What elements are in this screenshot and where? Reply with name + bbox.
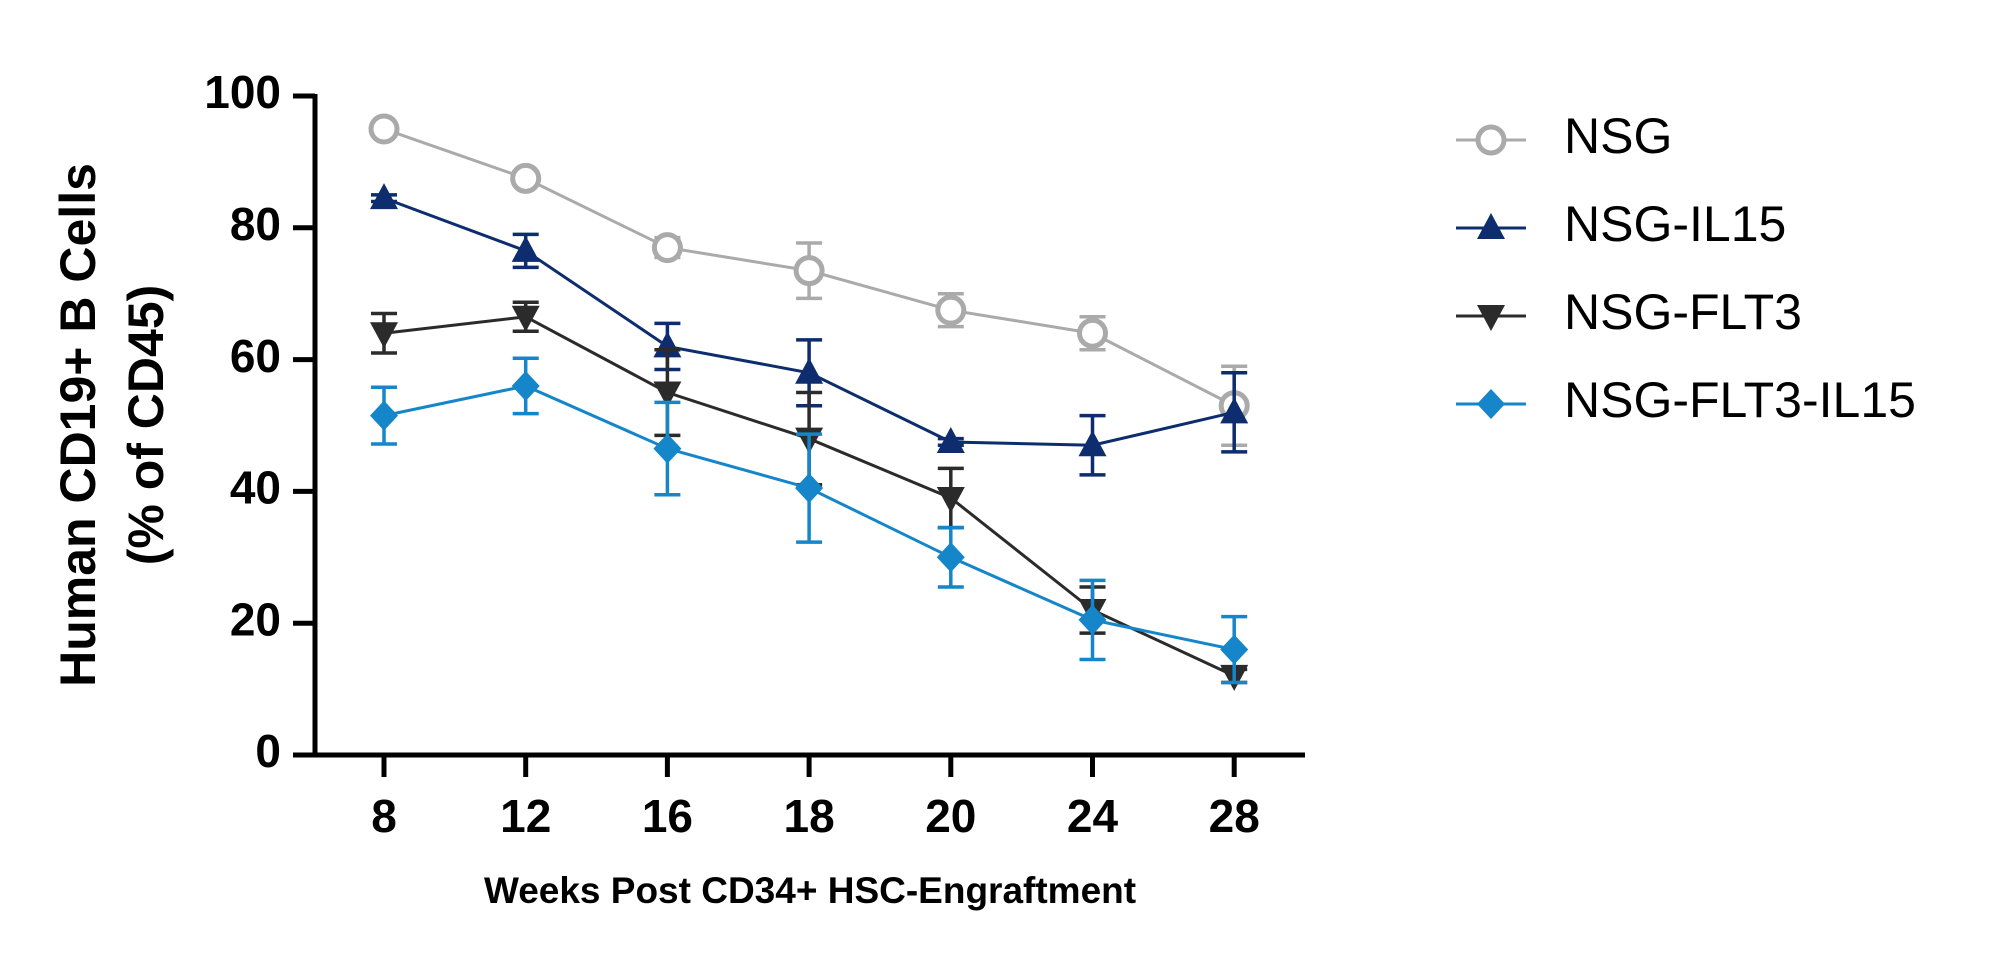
data-point [511, 235, 540, 262]
data-point [511, 305, 540, 332]
x-tick-label: 24 [1067, 790, 1119, 842]
y-tick-label: 20 [230, 593, 281, 645]
x-tick-label: 20 [925, 790, 976, 842]
data-point [936, 542, 965, 573]
legend-label: NSG [1564, 108, 1672, 164]
legend-marker [1475, 124, 1507, 156]
data-point [651, 232, 683, 264]
x-tick-label: 8 [371, 790, 397, 842]
data-point [370, 400, 398, 431]
data-point [1220, 634, 1249, 665]
legend-marker [1477, 305, 1505, 331]
data-point [1078, 430, 1107, 457]
y-axis-label: Human CD19+ B Cells [50, 163, 106, 687]
data-point [368, 113, 400, 145]
data-point [510, 162, 542, 194]
y-tick-label: 80 [230, 198, 281, 250]
x-tick-label: 28 [1209, 790, 1260, 842]
data-point [793, 255, 825, 287]
legend-marker [1477, 389, 1505, 419]
y-tick-label: 60 [230, 330, 281, 382]
x-tick-label: 18 [784, 790, 835, 842]
data-point [511, 370, 540, 401]
x-tick-label: 12 [500, 790, 551, 842]
x-tick-label: 16 [642, 790, 693, 842]
y-tick-label: 100 [204, 66, 281, 118]
data-point [936, 486, 965, 513]
x-axis-label: Weeks Post CD34+ HSC-Engraftment [484, 870, 1136, 911]
data-point [935, 294, 967, 326]
data-point [370, 183, 398, 210]
data-point [936, 426, 965, 453]
y-axis-label: (% of CD45) [118, 285, 174, 566]
y-tick-label: 40 [230, 462, 281, 514]
data-point [1078, 604, 1107, 635]
data-point [653, 381, 682, 408]
legend-label: NSG-FLT3-IL15 [1564, 372, 1916, 428]
data-point [795, 357, 824, 384]
legend-label: NSG-FLT3 [1564, 284, 1802, 340]
data-point [653, 433, 682, 464]
data-point [1077, 317, 1108, 349]
data-point [795, 473, 824, 504]
data-point [370, 322, 398, 349]
legend-marker [1477, 213, 1505, 239]
data-point [1220, 397, 1249, 424]
y-tick-label: 0 [255, 725, 281, 777]
legend-label: NSG-IL15 [1564, 196, 1786, 252]
